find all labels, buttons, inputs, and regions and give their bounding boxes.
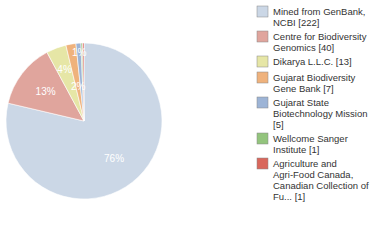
svg-text:Wellcome SangerInstitute [1]: Wellcome SangerInstitute [1] [273,133,348,155]
svg-text:Gujarat BiodiversityGene Bank: Gujarat BiodiversityGene Bank [7] [273,72,356,94]
svg-text:13%: 13% [36,86,56,97]
svg-text:1%: 1% [72,47,87,58]
svg-text:2%: 2% [71,81,86,92]
svg-text:Gujarat StateBiotechnology Mis: Gujarat StateBiotechnology Mission[5] [273,97,368,130]
svg-text:Agriculture andAgri-Food Canad: Agriculture andAgri-Food Canada,Canadian… [273,158,369,202]
svg-text:4%: 4% [57,64,72,75]
svg-text:Centre for BiodiversityGenomic: Centre for BiodiversityGenomics [40] [273,31,367,53]
svg-text:Dikarya L.L.C. [13]: Dikarya L.L.C. [13] [273,56,352,67]
svg-text:76%: 76% [104,153,124,164]
svg-text:Mined from GenBank,NCBI [222]: Mined from GenBank,NCBI [222] [273,6,365,28]
